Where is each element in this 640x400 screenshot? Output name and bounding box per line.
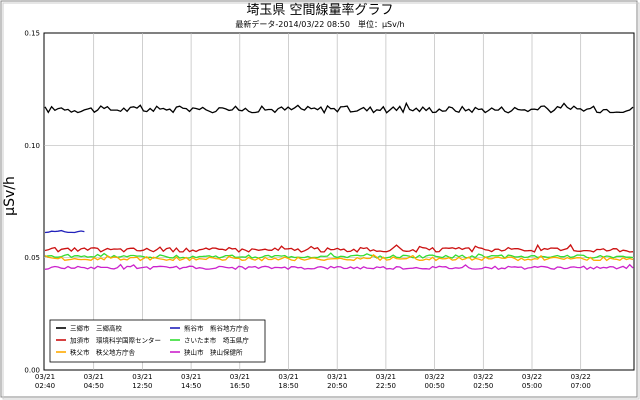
x-tick-labels: 03/2102:4003/2104:5003/2112:5003/2114:50… — [35, 373, 591, 390]
chart-subtitle: 最新データ-2014/03/22 08:50 単位：μSv/h — [235, 19, 404, 29]
y-tick-labels: 0.00 0.05 0.10 0.15 — [24, 30, 40, 375]
legend-label: 狭山市 狭山保健所 — [184, 347, 243, 356]
y-tick-label: 0.15 — [24, 30, 40, 38]
x-tick-time: 05:00 — [522, 382, 542, 390]
x-tick-date: 03/21 — [35, 373, 55, 381]
x-tick-time: 16:50 — [230, 382, 250, 390]
x-tick-time: 02:40 — [35, 382, 55, 390]
x-tick-date: 03/21 — [84, 373, 104, 381]
x-tick-date: 03/21 — [230, 373, 250, 381]
x-tick-date: 03/21 — [376, 373, 396, 381]
legend-label: 熊谷市 熊谷地方庁舎 — [184, 323, 250, 332]
x-tick-time: 04:50 — [84, 382, 104, 390]
series-line — [44, 101, 634, 115]
x-tick-date: 03/21 — [278, 373, 298, 381]
x-tick-date: 03/22 — [522, 373, 542, 381]
legend-label: 加須市 環境科学国際センター — [70, 335, 161, 344]
legend-label: 秩父市 秩父地方庁舎 — [70, 347, 136, 356]
x-tick-date: 03/22 — [473, 373, 493, 381]
y-tick-label: 0.05 — [24, 254, 40, 262]
chart-title: 埼玉県 空間線量率グラフ — [246, 2, 393, 18]
legend-label: 三郷市 三郷高校 — [70, 323, 123, 332]
grid — [44, 33, 634, 370]
x-tick-date: 03/22 — [571, 373, 591, 381]
x-tick-time: 02:50 — [473, 382, 493, 390]
legend-label: さいたま市 埼玉県庁 — [184, 335, 249, 344]
x-tick-date: 03/21 — [132, 373, 152, 381]
x-tick-time: 22:50 — [376, 382, 396, 390]
x-tick-time: 12:50 — [132, 382, 152, 390]
x-tick-time: 14:50 — [181, 382, 201, 390]
x-tick-date: 03/21 — [327, 373, 347, 381]
legend-box — [49, 319, 266, 363]
y-axis-label: μSv/h — [2, 176, 18, 216]
series-lines — [44, 101, 634, 271]
series-line — [44, 263, 634, 271]
series-line — [44, 254, 634, 262]
x-tick-time: 18:50 — [278, 382, 298, 390]
x-tick-time: 20:50 — [327, 382, 347, 390]
series-line — [44, 229, 85, 234]
x-tick-time: 00:50 — [425, 382, 445, 390]
series-line — [44, 243, 634, 253]
plot-area — [43, 32, 635, 371]
x-tick-date: 03/21 — [181, 373, 201, 381]
x-tick-time: 07:00 — [571, 382, 591, 390]
x-tick-date: 03/22 — [425, 373, 445, 381]
y-tick-label: 0.10 — [24, 142, 40, 150]
series-line — [44, 252, 634, 259]
y-tick-label: 0.00 — [24, 367, 40, 375]
